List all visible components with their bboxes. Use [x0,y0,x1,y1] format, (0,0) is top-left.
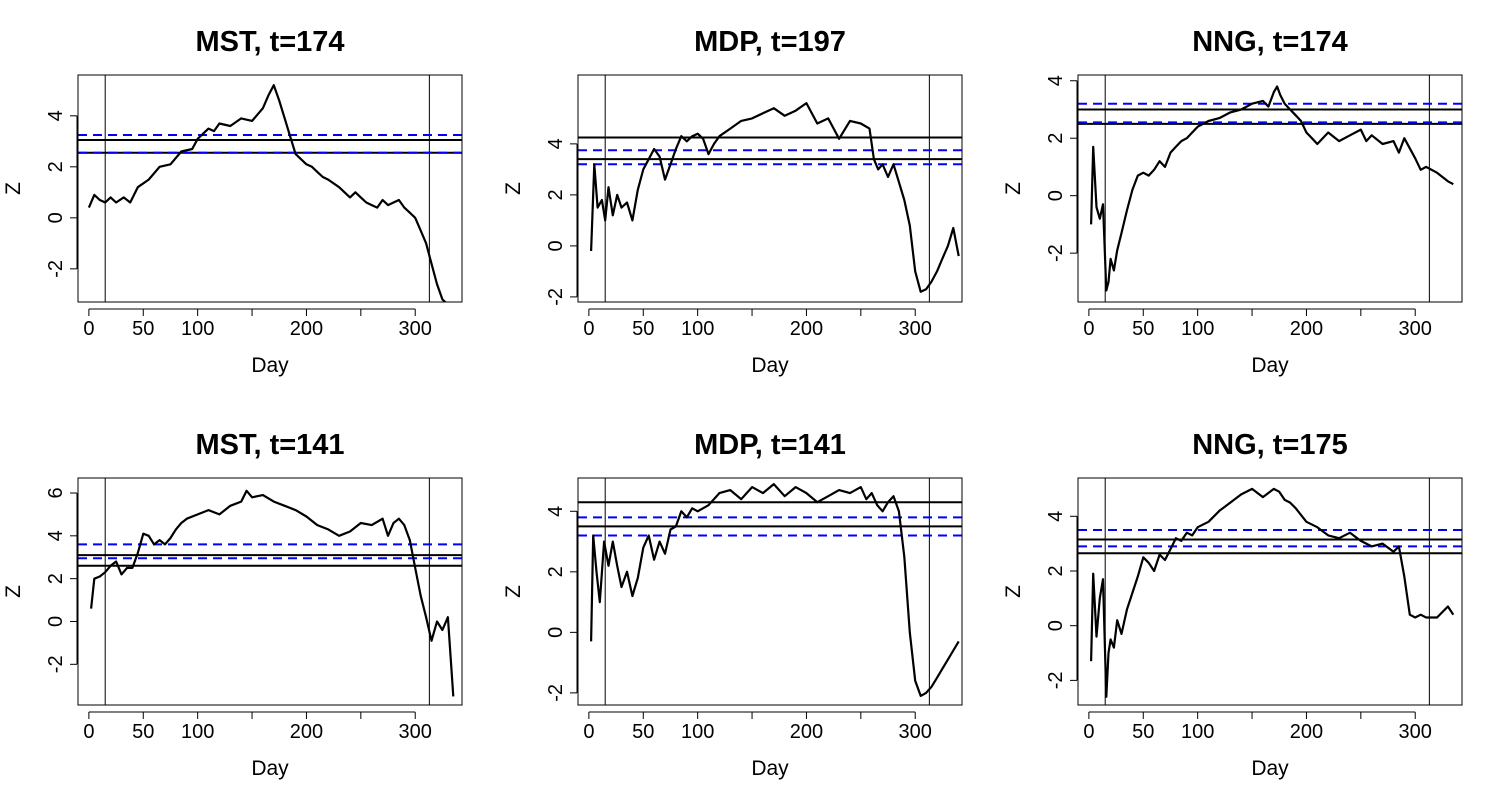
series-line [90,489,455,697]
y-tick-label: 2 [1045,565,1067,576]
y-tick-label: 0 [1045,190,1067,201]
y-tick-label: 2 [45,573,67,584]
y-axis-label: Z [2,585,25,598]
series-line [590,101,960,293]
x-tick-label: 300 [899,721,932,743]
x-axis-label: Day [251,757,289,780]
x-tick-label: 300 [399,318,432,340]
x-tick-label: 100 [681,318,714,340]
x-tick-label: 200 [790,721,823,743]
x-tick-label: 50 [132,721,154,743]
panel-2: MDP, t=197 0 50 100 200 300 Day -2 0 2 4 Z [502,26,963,377]
y-tick-label: -2 [45,655,67,673]
y-axis-label: Z [1002,585,1025,598]
y-tick-label: 0 [45,212,67,223]
x-tick-label: 200 [290,318,323,340]
y-tick-label: -2 [1045,671,1067,689]
panel-4: MST, t=141 0 50 100 200 300 Day -2 0 2 4 6 Z [2,429,463,780]
y-tick-label: 0 [545,240,567,251]
plot-frame [1077,477,1463,706]
x-tick-label: 100 [1181,318,1214,340]
y-tick-label: 4 [545,138,567,149]
x-tick-label: 50 [132,318,154,340]
y-tick-label: -2 [1045,244,1067,262]
x-tick-label: 300 [899,318,932,340]
y-tick-label: 6 [45,487,67,498]
y-tick-label: 4 [545,506,567,517]
x-tick-label: 0 [583,721,594,743]
x-tick-label: 200 [790,318,823,340]
x-tick-label: 50 [1132,318,1154,340]
y-tick-label: 0 [45,616,67,627]
series-line [590,483,960,698]
plot-frame [1077,74,1463,303]
x-tick-label: 200 [290,721,323,743]
x-tick-label: 100 [181,318,214,340]
y-tick-label: 4 [45,110,67,121]
x-tick-label: 0 [83,721,94,743]
y-tick-label: 4 [1045,511,1067,522]
x-tick-label: 100 [681,721,714,743]
plot-frame [577,74,963,303]
x-tick-label: 300 [1399,318,1432,340]
x-tick-label: 50 [1132,721,1154,743]
x-axis-label: Day [1251,354,1289,377]
y-tick-label: -2 [45,260,67,278]
series-line [87,84,447,302]
x-axis-label: Day [751,757,789,780]
y-axis-label: Z [502,182,525,195]
panel-title: NNG, t=175 [1192,429,1348,461]
x-tick-label: 300 [399,721,432,743]
panel-title: NNG, t=174 [1192,26,1348,58]
y-tick-label: 0 [545,627,567,638]
panel-3: NNG, t=174 0 50 100 200 300 Day -2 0 2 4 Z [1002,26,1463,377]
series-line [1090,85,1454,292]
y-tick-label: 0 [1045,620,1067,631]
panel-title: MDP, t=141 [694,429,846,461]
panel-title: MDP, t=197 [694,26,846,58]
y-tick-label: 2 [1045,133,1067,144]
x-tick-label: 200 [1290,318,1323,340]
panel-title: MST, t=141 [195,429,344,461]
y-axis-label: Z [2,182,25,195]
x-axis-label: Day [251,354,289,377]
y-tick-label: 2 [45,161,67,172]
x-tick-label: 200 [1290,721,1323,743]
y-tick-label: -2 [545,288,567,306]
x-tick-label: 300 [1399,721,1432,743]
y-tick-label: -2 [545,684,567,702]
y-tick-label: 4 [1045,75,1067,86]
y-axis-label: Z [1002,182,1025,195]
x-tick-label: 100 [1181,721,1214,743]
panel-1: MST, t=174 0 50 100 200 300 Day -2 0 2 4 Z [2,26,463,377]
x-tick-label: 0 [583,318,594,340]
plot-frame [577,477,963,706]
x-axis-label: Day [751,354,789,377]
x-tick-label: 100 [181,721,214,743]
series-line [1090,487,1455,698]
y-tick-label: 2 [545,189,567,200]
plot-frame [77,477,463,706]
panel-title: MST, t=174 [195,26,344,58]
panel-6: NNG, t=175 0 50 100 200 300 Day -2 0 2 4 Z [1002,429,1463,780]
x-tick-label: 0 [1083,721,1094,743]
panel-5: MDP, t=141 0 50 100 200 300 Day -2 0 2 4 Z [502,429,963,780]
x-tick-label: 0 [83,318,94,340]
plot-frame [77,74,463,303]
x-tick-label: 50 [632,318,654,340]
x-tick-label: 50 [632,721,654,743]
y-tick-label: 2 [545,566,567,577]
x-axis-label: Day [1251,757,1289,780]
y-tick-label: 4 [45,530,67,541]
x-tick-label: 0 [1083,318,1094,340]
y-axis-label: Z [502,585,525,598]
